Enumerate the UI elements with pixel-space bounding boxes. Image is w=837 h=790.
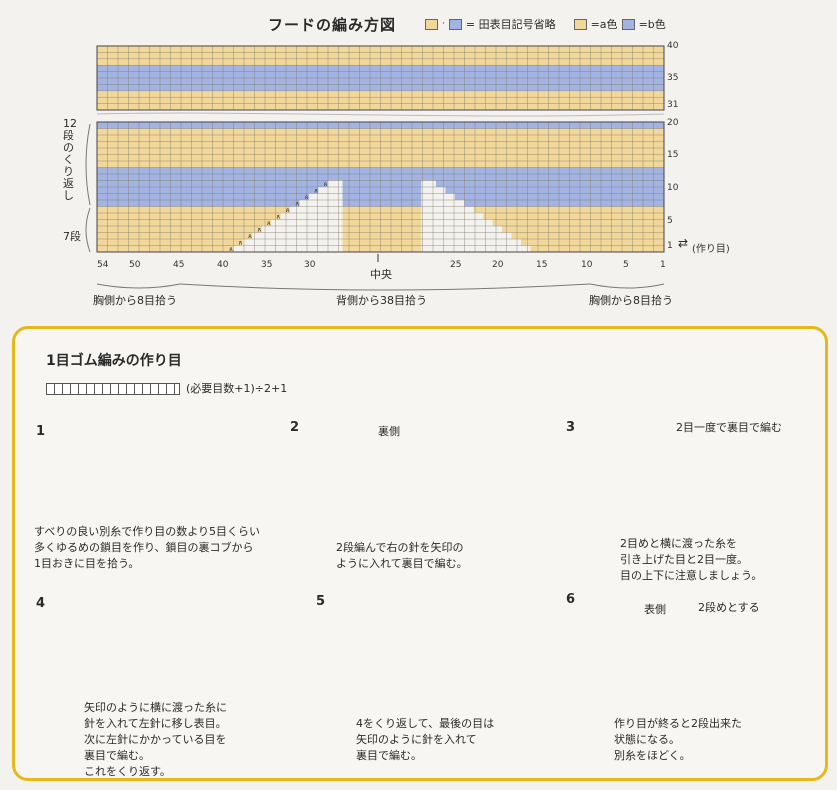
notch-left [233,245,343,252]
notch-right [421,180,436,187]
legend-a-text: =a色 [590,18,618,31]
step2-label: 裏側 [378,425,400,438]
col-label: 20 [492,260,504,270]
notch-right [421,206,474,213]
chart-legend: · = 田表目記号省略 =a色 =b色 [425,16,666,32]
step3-caption: 2目めと横に渡った糸を 引き上げた目と2目一度。 目の上下に注意しましょう。 [620,537,763,582]
notch-left [318,187,343,194]
row-label: 20 [667,118,679,128]
chart-title: フードの編み方図 [268,16,397,34]
row-label: 1 [667,241,673,251]
step1-caption: すべりの良い別糸で作り目の数より5目くらい 多くゆるめの鎖目を作り、鎖目の裏コブ… [34,525,261,570]
step6-label2: 2段めとする [698,601,760,614]
decrease-mark: ጸ [314,188,318,195]
notch-right [421,245,531,252]
decrease-mark: ጸ [295,201,299,208]
notch-right [421,239,521,246]
notch-right [421,200,465,207]
notch-right [421,187,446,194]
right-bracket [589,283,665,289]
col-label: 5 [623,260,629,270]
decrease-mark: ጸ [258,227,262,234]
decrease-mark: ጸ [239,240,243,247]
notch-right [421,213,484,220]
legend-b-text: =b色 [638,18,666,31]
step3-label: 2目一度で裏目で編む [676,421,782,434]
step6-caption: 作り目が終ると2段出来た 状態になる。 別糸をほどく。 [614,717,742,762]
rib-symbol-icon [46,383,180,395]
decrease-mark: ጸ [229,246,233,253]
upper-frame [96,45,665,111]
instruction-panel [12,326,828,781]
notch-left [261,226,343,233]
decrease-mark: ጸ [267,220,271,227]
row-label: 40 [667,41,679,51]
step-number: 4 [36,596,46,611]
row-label: 10 [667,183,679,193]
row-label: 35 [667,73,679,83]
row-label: 31 [667,100,679,110]
decrease-mark: ጸ [324,181,328,188]
left-bracket [96,283,181,289]
cast-on-arrow-icon: ⇄ [678,236,689,250]
col-label: 10 [581,260,593,270]
break-line [96,112,665,117]
legend-swatch-a [425,18,438,30]
legend-swatch-b2 [621,18,635,30]
col-label: 54 [97,260,109,270]
notch-left [280,213,343,220]
formula-text: (必要目数+1)÷2+1 [186,382,288,395]
col-label: 25 [450,260,462,270]
notch-right [421,226,503,233]
notch-left [308,193,343,200]
seven-rows-label: 7段 [63,230,81,243]
row-label: 5 [667,216,673,226]
notch-left [290,206,343,213]
decrease-mark: ጸ [286,207,290,214]
center-pickup-label: 背側から38目拾う [336,294,427,307]
repeat-label: 12段のくり返し [63,117,77,202]
right-pickup-label: 胸側から8目拾う [589,294,673,307]
col-label: 40 [217,260,229,270]
col-label: 15 [536,260,548,270]
notch-left [299,200,343,207]
step-number: 2 [290,420,300,435]
notch-left [242,239,343,246]
step-number: 1 [36,424,46,439]
col-label: 30 [304,260,316,270]
seven-bracket [85,207,91,253]
notch-right [421,232,512,239]
step-number: 3 [566,420,576,435]
notch-left [252,232,343,239]
step-number: 6 [566,592,576,607]
notch-right [421,193,455,200]
legend-swatch-b [448,18,462,30]
step4-caption: 矢印のように横に渡った糸に 針を入れて左針に移し表目。 次に左針にかかっている目… [84,701,227,778]
legend-abbrev-text: = 田表目記号省略 [465,18,556,31]
center-bracket [179,283,591,291]
col-label: 45 [173,260,185,270]
notch-left [327,180,343,187]
cast-on-label: (作り目) [692,244,730,255]
notch-right [421,219,493,226]
decrease-mark: ጸ [248,233,252,240]
step2-caption: 2段編んで右の針を矢印の ように入れて裏目で編む。 [336,541,468,570]
center-label: 中央 [370,268,392,281]
col-label: 1 [660,260,666,270]
step5-caption: 4をくり返して、最後の目は 矢印のように針を入れて 裏目で編む。 [356,717,495,762]
col-label: 35 [261,260,273,270]
row-label: 15 [667,150,679,160]
lower-frame [96,121,665,253]
left-pickup-label: 胸側から8目拾う [93,294,177,307]
panel-title: 1目ゴム編みの作り目 [46,353,182,369]
legend-swatch-a2 [573,18,587,30]
repeat-bracket [85,123,91,206]
step-number: 5 [316,594,326,609]
step6-label: 表側 [644,603,666,616]
decrease-mark: ጸ [277,214,281,221]
col-label: 50 [129,260,141,270]
